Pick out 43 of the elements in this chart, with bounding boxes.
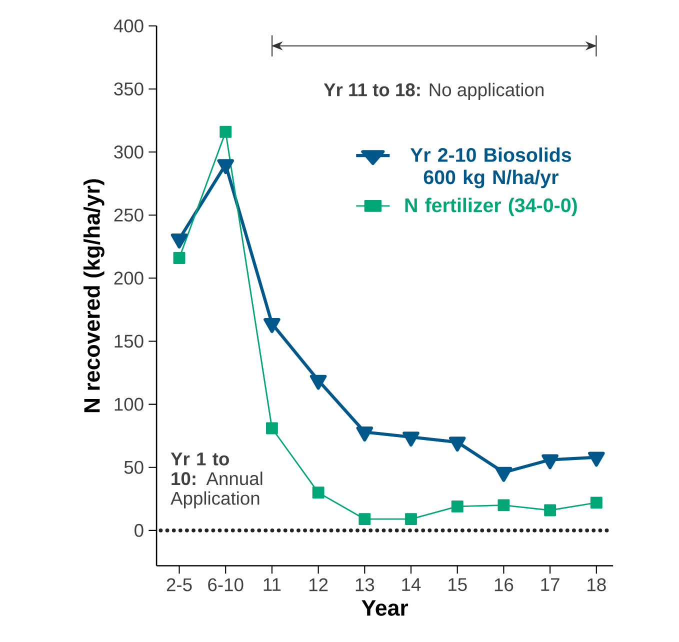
point xyxy=(217,158,234,174)
x-tick-label: 14 xyxy=(402,578,421,591)
point xyxy=(312,486,324,498)
annotation: Yr 1 to 10: Annual Application xyxy=(170,452,262,508)
x-tick-label: 18 xyxy=(588,578,606,592)
y-tick-label: 0 xyxy=(134,524,144,537)
x-tick-label: 13 xyxy=(356,578,374,592)
x-tick-label: 12 xyxy=(309,578,328,591)
x-tick-label: 15 xyxy=(448,578,467,591)
point xyxy=(266,422,278,434)
point xyxy=(402,431,420,446)
point xyxy=(405,512,417,525)
y-tick-label: 200 xyxy=(114,271,144,284)
x-tick-label: 11 xyxy=(264,578,281,591)
y-tick-label: 300 xyxy=(114,145,144,158)
point xyxy=(544,504,556,516)
annotation: Yr 11 to 18: No application xyxy=(324,82,544,100)
point xyxy=(498,498,510,511)
y-tick-label: 400 xyxy=(114,19,144,32)
point xyxy=(448,436,466,452)
y-axis-title: N recovered (kg/ha/yr) xyxy=(84,178,104,412)
point xyxy=(358,512,371,525)
point xyxy=(588,452,605,466)
x-tick-label: 2-5 xyxy=(166,578,192,592)
point xyxy=(590,496,602,508)
point xyxy=(170,233,188,248)
y-tick-label: 50 xyxy=(124,460,144,474)
point xyxy=(495,466,512,482)
x-tick-label: 16 xyxy=(494,578,514,592)
x-tick-label: 17 xyxy=(541,578,560,591)
point xyxy=(542,454,558,470)
y-tick-label: 250 xyxy=(114,208,144,222)
y-tick-label: 350 xyxy=(114,82,144,96)
point xyxy=(310,374,327,390)
point xyxy=(264,318,280,333)
legend-label: N fertilizer (34-0-0) xyxy=(405,198,577,216)
y-tick-label: 100 xyxy=(114,398,144,411)
y-tick-label: 150 xyxy=(114,334,144,348)
x-axis-title: Year xyxy=(362,600,408,616)
point xyxy=(451,500,464,512)
x-tick-label: 6-10 xyxy=(208,578,244,592)
legend-label: Yr 2-10 Biosolids 600 kg N/ha/yr xyxy=(410,147,572,188)
point xyxy=(356,426,374,442)
